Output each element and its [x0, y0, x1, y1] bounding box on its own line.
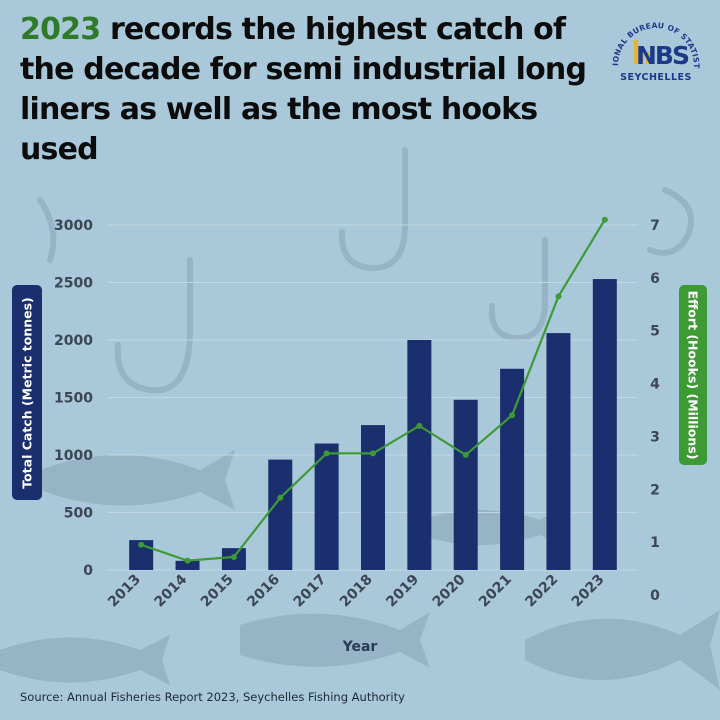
fishhook-icon — [37, 147, 695, 394]
headline-text: records the highest catch of the decade … — [20, 12, 587, 167]
headline: 2023 records the highest catch of the de… — [20, 10, 600, 170]
left-axis-tick-label: 1000 — [54, 448, 93, 464]
bar-2022 — [546, 333, 571, 570]
left-axis-label-box: Total Catch (Metric tonnes) — [12, 285, 42, 500]
right-axis-tick-label: 7 — [650, 218, 660, 234]
effort-point-2014 — [184, 557, 191, 564]
bar-2023 — [592, 279, 617, 570]
x-tick-label: 2019 — [383, 572, 422, 611]
effort-point-2023 — [601, 216, 608, 223]
effort-point-2021 — [509, 412, 516, 419]
right-axis-title: Effort (Hooks) (Millions) — [685, 290, 701, 460]
x-tick-label: 2017 — [291, 572, 330, 611]
x-tick-label: 2022 — [522, 572, 561, 611]
source-note: Source: Annual Fisheries Report 2023, Se… — [20, 690, 405, 704]
right-axis-tick-label: 0 — [650, 588, 660, 604]
x-tick-label: 2018 — [337, 572, 376, 611]
right-axis-tick-label: 5 — [650, 324, 660, 340]
x-tick-label: 2021 — [476, 572, 515, 611]
x-tick-label: 2015 — [198, 572, 237, 611]
left-axis-ticks: 0 500 1000 1500 2000 2500 3000 — [54, 218, 93, 579]
nbs-logo: NATIONAL BUREAU OF STATISTICS NBS SEYCHE… — [604, 8, 701, 83]
headline-highlight: 2023 — [20, 12, 101, 47]
x-tick-label: 2013 — [105, 572, 144, 611]
right-axis-tick-label: 4 — [650, 377, 660, 393]
effort-point-2019 — [416, 422, 423, 429]
effort-point-2013 — [138, 541, 145, 548]
x-tick-label: 2023 — [569, 572, 608, 611]
x-tick-label: 2016 — [244, 572, 283, 611]
right-axis-tick-label: 3 — [650, 429, 660, 445]
right-axis-tick-label: 2 — [650, 482, 660, 498]
right-axis-tick-label: 6 — [650, 271, 660, 287]
logo-letters: NBS — [636, 41, 689, 70]
x-axis-ticks: 2013 2014 2015 2016 2017 2018 2019 2020 2021 2022… — [105, 571, 608, 610]
bar-2019 — [407, 340, 432, 570]
effort-point-2018 — [370, 450, 376, 457]
effort-point-2016 — [277, 494, 284, 501]
catch-bars — [129, 279, 617, 570]
bar-2020 — [453, 399, 478, 570]
bar-2016 — [268, 459, 293, 570]
left-axis-tick-label: 3000 — [54, 218, 93, 234]
logo-country: SEYCHELLES — [620, 72, 692, 83]
left-axis-tick-label: 500 — [64, 506, 93, 522]
right-axis-ticks: 0 1 2 3 4 5 6 7 — [650, 218, 660, 604]
x-tick-label: 2014 — [152, 571, 191, 610]
effort-line — [138, 216, 608, 564]
bar-2014 — [175, 560, 200, 570]
x-tick-label: 2020 — [430, 571, 469, 610]
left-axis-tick-label: 1500 — [54, 391, 93, 407]
right-axis-tick-label: 1 — [650, 535, 660, 551]
effort-point-2022 — [555, 293, 562, 300]
fish-silhouette — [0, 450, 720, 690]
effort-point-2017 — [323, 450, 330, 457]
left-axis-title: Total Catch (Metric tonnes) — [19, 296, 35, 489]
effort-point-2020 — [462, 451, 469, 458]
bar-2021 — [500, 368, 525, 570]
left-axis-tick-label: 0 — [83, 563, 93, 579]
effort-point-2015 — [230, 553, 237, 560]
left-axis-tick-label: 2500 — [54, 276, 93, 292]
bar-2017 — [314, 443, 339, 570]
x-axis-title: Year — [342, 639, 378, 655]
left-axis-tick-label: 2000 — [54, 333, 93, 349]
right-axis-label-box: Effort (Hooks) (Millions) — [679, 285, 707, 465]
bar-2018 — [361, 425, 385, 570]
